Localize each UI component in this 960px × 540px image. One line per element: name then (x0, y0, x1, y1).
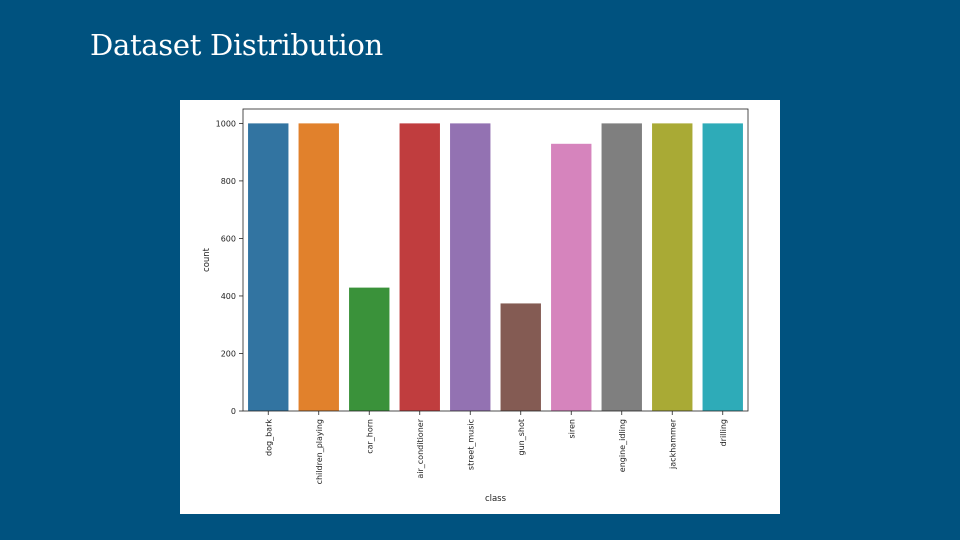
bar-street-music (450, 123, 491, 411)
y-tick-label: 200 (221, 349, 236, 358)
y-tick-label: 400 (221, 292, 236, 301)
x-tick-label-engine-idling: engine_idling (618, 419, 627, 472)
y-tick-label: 800 (221, 177, 236, 186)
bar-air-conditioner (399, 123, 440, 411)
bar-chart: 0 200 400 600 800 1000 dog_bark children_playi… (202, 108, 749, 504)
plot-area-border (242, 108, 749, 412)
x-tick-label-gun-shot: gun_shot (517, 419, 526, 456)
x-axis-label: class (485, 494, 507, 504)
y-tick-label: 1000 (216, 119, 236, 128)
x-tick-label-car-horn: car_horn (365, 419, 374, 454)
x-tick-label-street-music: street_music (466, 419, 475, 470)
bar-drilling (702, 123, 743, 411)
bar-engine-idling (601, 123, 642, 411)
x-tick-label-air-conditioner: air_conditioner (416, 418, 425, 478)
y-tick-label: 600 (221, 234, 236, 243)
bar-dog-bark (248, 123, 289, 411)
slide-title: Dataset Distribution (90, 28, 383, 62)
x-tick-label-children-playing: children_playing (315, 419, 324, 484)
bar-children-playing (298, 123, 339, 411)
x-tick-label-dog-bark: dog_bark (264, 419, 273, 456)
bars-group (248, 123, 743, 412)
x-tick-label-drilling: drilling (719, 419, 728, 446)
x-tick-label-siren: siren (567, 419, 576, 439)
x-tick-label-jackhammer: jackhammer (668, 418, 677, 470)
bar-gun-shot (500, 303, 541, 411)
chart-panel: 0 200 400 600 800 1000 dog_bark children_playi… (180, 100, 780, 514)
x-axis-ticks: dog_bark children_playing car_horn air_cond… (264, 411, 728, 484)
bar-siren (551, 143, 592, 412)
bar-jackhammer (652, 123, 693, 411)
bar-car-horn (349, 287, 390, 411)
y-axis-label: count (202, 247, 212, 272)
y-axis-ticks: 0 200 400 600 800 1000 (216, 119, 243, 416)
y-tick-label: 0 (231, 407, 236, 416)
